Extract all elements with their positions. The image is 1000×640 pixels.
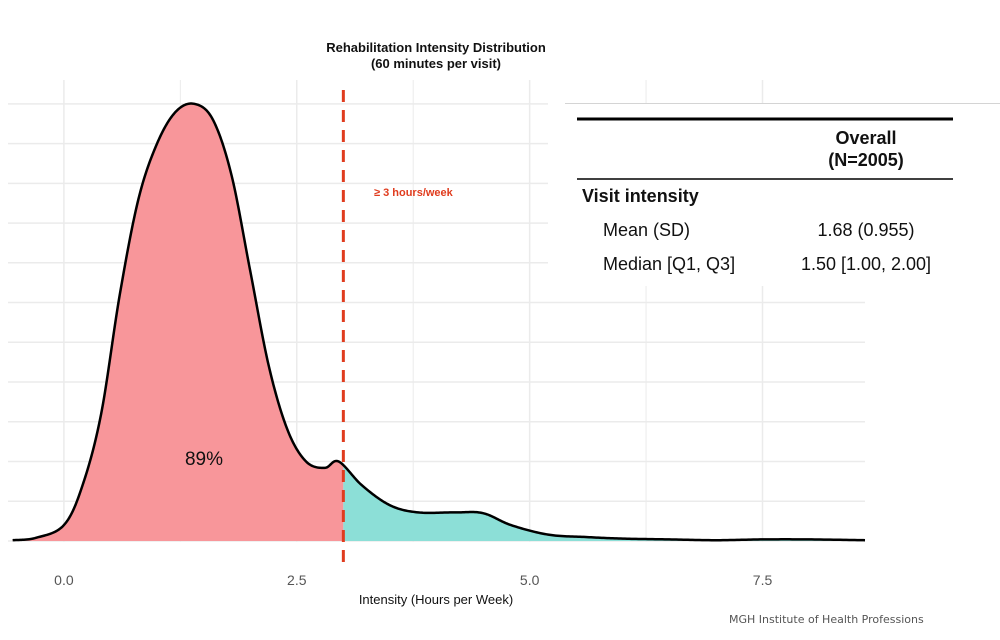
x-tick-label: 0.0: [54, 572, 74, 588]
table-row-label: Median [Q1, Q3]: [603, 254, 735, 274]
table-row-value: 1.50 [1.00, 2.00]: [801, 254, 931, 274]
density-area-below-threshold: [12, 103, 344, 542]
density-curve: [12, 102, 866, 542]
density-area-above-threshold: [343, 465, 865, 541]
source-credit: MGH Institute of Health Professions: [729, 613, 924, 626]
x-tick-label: 2.5: [287, 572, 307, 588]
x-tick-label: 5.0: [520, 572, 540, 588]
table-row-value: 1.68 (0.955): [817, 220, 914, 240]
table-section-label: Visit intensity: [582, 186, 699, 206]
table-column-subheader: (N=2005): [828, 150, 904, 170]
threshold-label: ≥ 3 hours/week: [374, 187, 454, 199]
table-column-header: Overall: [835, 128, 896, 148]
summary-table: Overall (N=2005) Visit intensity Mean (S…: [548, 103, 1000, 286]
chart-subtitle: (60 minutes per visit): [371, 56, 501, 71]
x-axis-label: Intensity (Hours per Week): [359, 592, 513, 607]
chart-title: Rehabilitation Intensity Distribution: [326, 40, 546, 55]
table-row-label: Mean (SD): [603, 220, 690, 240]
region-percent-label: 89%: [185, 449, 223, 470]
x-tick-label: 7.5: [753, 572, 773, 588]
x-axis-ticks: 0.0 2.5 5.0 7.5: [54, 572, 772, 588]
table-background: [548, 103, 1000, 286]
